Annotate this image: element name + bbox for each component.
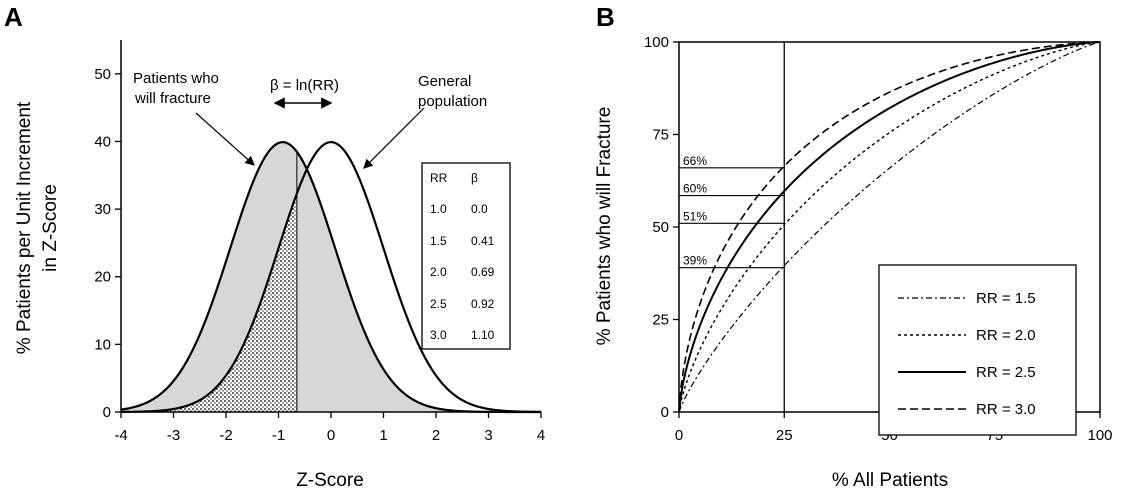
a-x-tick-label: -1 — [272, 427, 285, 444]
a-x-tick-label: -3 — [167, 427, 180, 444]
a-table-rr-2: 1.5 — [430, 234, 447, 248]
b-y-axis-title: % Patients who will Fracture — [594, 107, 615, 346]
b-series-curve — [678, 41, 1101, 413]
b-callout-label: 51% — [683, 209, 707, 223]
a-table-beta-2: 0.41 — [471, 234, 495, 248]
a-table-header-beta: β — [471, 171, 478, 185]
a-x-axis-title: Z-Score — [296, 470, 364, 491]
a-table-beta-4: 0.92 — [471, 297, 495, 311]
a-table-beta-1: 0.0 — [471, 202, 488, 216]
a-x-tick-label: 1 — [379, 427, 387, 444]
a-table-beta-3: 0.69 — [471, 265, 495, 279]
a-annotation-fracture-line2: will fracture — [134, 90, 211, 107]
panel-b: B 66%60%51%39% 02550751000255075100 % Al… — [594, 2, 1113, 491]
a-rr-beta-table: RR β 1.0 0.0 1.5 0.41 2.0 0.69 2.5 0.92 … — [421, 162, 511, 350]
b-callout-label: 66% — [683, 154, 707, 168]
b-legend-label: RR = 2.0 — [976, 327, 1036, 344]
a-stippled-region — [121, 194, 297, 412]
b-legend: RR = 1.5 RR = 2.0 RR = 2.5 RR = 3.0 — [878, 264, 1077, 436]
b-legend-label: RR = 2.5 — [976, 364, 1036, 381]
a-table-rr-3: 2.0 — [430, 265, 447, 279]
a-x-tick-label: 4 — [537, 427, 545, 444]
a-annotation-fracture-line1: Patients who — [133, 70, 219, 87]
panel-b-letter: B — [596, 2, 615, 32]
b-y-tick-label: 75 — [652, 127, 669, 144]
b-x-tick-label: 25 — [776, 427, 793, 444]
a-table-rr-4: 2.5 — [430, 297, 447, 311]
b-series-curve — [678, 41, 1101, 413]
a-table-header-rr: RR — [430, 171, 448, 185]
b-y-tick-label: 100 — [644, 34, 669, 51]
a-y-axis-title-line1: % Patients per Unit Increment — [14, 101, 35, 354]
a-annotation-arrows — [195, 97, 425, 169]
a-arrow-fracture — [195, 112, 255, 166]
a-y-tick-label: 0 — [103, 404, 111, 421]
b-guides: 66% 60% 51% 39% — [679, 42, 785, 412]
a-table-rr-5: 3.0 — [430, 328, 447, 342]
panel-a-letter: A — [4, 2, 23, 32]
a-x-tick-label: 0 — [327, 427, 335, 444]
b-callout-label: 60% — [683, 182, 707, 196]
b-x-tick-label: 0 — [675, 427, 683, 444]
a-annotation-general-line2: population — [418, 93, 487, 110]
a-y-axis-title-line2: in Z-Score — [40, 184, 61, 272]
a-y-tick-label: 10 — [94, 336, 111, 353]
b-y-tick-label: 0 — [661, 404, 669, 421]
b-ticks: 02550751000255075100 — [644, 34, 1113, 444]
a-arrow-general — [363, 107, 425, 169]
a-x-tick-label: 3 — [484, 427, 492, 444]
a-annotation-general-line1: General — [418, 73, 471, 90]
a-table-rr-1: 1.0 — [430, 202, 447, 216]
a-y-tick-label: 50 — [94, 66, 111, 83]
b-series-curve — [678, 41, 1101, 413]
b-legend-label: RR = 3.0 — [976, 401, 1036, 418]
b-y-tick-label: 25 — [652, 312, 669, 329]
a-table-beta-5: 1.10 — [471, 328, 495, 342]
a-fracture-fill — [121, 142, 541, 412]
b-callout-label: 39% — [683, 254, 707, 268]
a-annotation-beta: β = ln(RR) — [270, 77, 339, 94]
a-x-tick-label: 2 — [432, 427, 440, 444]
b-curves — [678, 41, 1101, 413]
b-legend-label: RR = 1.5 — [976, 290, 1036, 307]
a-y-tick-label: 20 — [94, 269, 111, 286]
a-x-tick-label: -4 — [114, 427, 127, 444]
b-x-axis-title: % All Patients — [832, 470, 948, 491]
a-general-curve — [120, 141, 542, 414]
a-x-tick-label: -2 — [219, 427, 232, 444]
b-y-tick-label: 50 — [652, 219, 669, 236]
a-y-tick-label: 30 — [94, 201, 111, 218]
b-x-tick-label: 100 — [1087, 427, 1112, 444]
a-y-tick-label: 40 — [94, 133, 111, 150]
